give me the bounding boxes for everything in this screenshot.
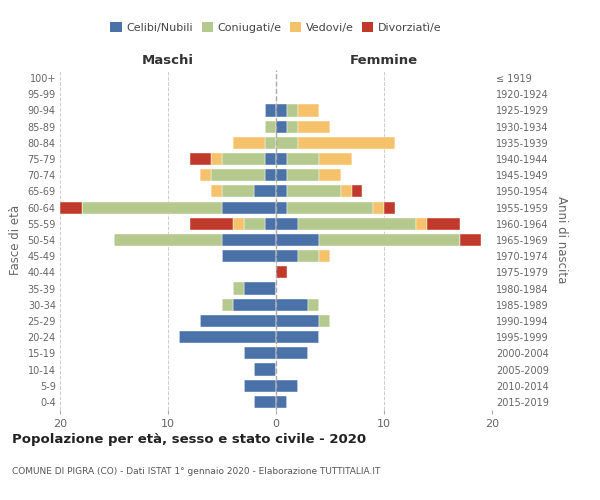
Bar <box>276 137 298 149</box>
Bar <box>298 137 395 149</box>
Bar <box>254 396 276 408</box>
Bar <box>244 348 276 360</box>
Bar <box>276 380 298 392</box>
Bar <box>287 104 298 117</box>
Bar <box>265 120 276 132</box>
Bar <box>179 331 276 343</box>
Bar <box>222 202 276 213</box>
Text: Popolazione per età, sesso e stato civile - 2020: Popolazione per età, sesso e stato civil… <box>12 432 366 446</box>
Bar <box>265 169 276 181</box>
Bar <box>222 250 276 262</box>
Bar <box>276 266 287 278</box>
Bar <box>298 218 416 230</box>
Bar <box>352 186 362 198</box>
Bar <box>222 153 265 165</box>
Bar <box>244 282 276 294</box>
Bar <box>276 120 287 132</box>
Bar <box>287 186 341 198</box>
Bar <box>276 396 287 408</box>
Bar <box>276 298 308 311</box>
Bar <box>276 104 287 117</box>
Bar <box>287 153 319 165</box>
Y-axis label: Fasce di età: Fasce di età <box>9 205 22 275</box>
Bar <box>233 282 244 294</box>
Bar <box>287 169 319 181</box>
Bar <box>114 234 222 246</box>
Bar <box>298 104 319 117</box>
Bar <box>308 298 319 311</box>
Bar <box>319 153 352 165</box>
Bar <box>427 218 460 230</box>
Bar <box>287 202 373 213</box>
Legend: Celibi/Nubili, Coniugati/e, Vedovi/e, Divorziatì/e: Celibi/Nubili, Coniugati/e, Vedovi/e, Di… <box>106 18 446 37</box>
Bar <box>254 186 276 198</box>
Bar <box>276 234 319 246</box>
Text: Maschi: Maschi <box>142 54 194 67</box>
Bar <box>276 218 298 230</box>
Bar <box>319 250 330 262</box>
Bar <box>287 120 298 132</box>
Bar <box>265 137 276 149</box>
Bar <box>276 186 287 198</box>
Bar <box>244 218 265 230</box>
Bar <box>373 202 384 213</box>
Bar <box>298 120 330 132</box>
Bar <box>211 153 222 165</box>
Bar <box>265 218 276 230</box>
Bar <box>276 153 287 165</box>
Bar <box>82 202 222 213</box>
Bar <box>244 380 276 392</box>
Bar <box>254 364 276 376</box>
Bar <box>460 234 481 246</box>
Bar <box>211 169 265 181</box>
Bar <box>276 202 287 213</box>
Bar <box>276 250 298 262</box>
Bar <box>276 315 319 327</box>
Bar <box>233 137 265 149</box>
Bar <box>233 218 244 230</box>
Text: Femmine: Femmine <box>350 54 418 67</box>
Bar <box>384 202 395 213</box>
Bar <box>222 298 233 311</box>
Bar <box>341 186 352 198</box>
Bar <box>298 250 319 262</box>
Bar <box>200 315 276 327</box>
Bar <box>276 169 287 181</box>
Bar <box>265 104 276 117</box>
Bar <box>265 153 276 165</box>
Bar <box>222 234 276 246</box>
Bar <box>319 315 330 327</box>
Bar <box>319 234 460 246</box>
Bar <box>276 348 308 360</box>
Bar <box>233 298 276 311</box>
Bar <box>416 218 427 230</box>
Bar <box>319 169 341 181</box>
Bar <box>222 186 254 198</box>
Bar <box>211 186 222 198</box>
Bar <box>276 331 319 343</box>
Bar <box>200 169 211 181</box>
Bar <box>60 202 82 213</box>
Text: COMUNE DI PIGRA (CO) - Dati ISTAT 1° gennaio 2020 - Elaborazione TUTTITALIA.IT: COMUNE DI PIGRA (CO) - Dati ISTAT 1° gen… <box>12 468 380 476</box>
Bar <box>190 218 233 230</box>
Bar <box>190 153 211 165</box>
Y-axis label: Anni di nascita: Anni di nascita <box>556 196 568 284</box>
